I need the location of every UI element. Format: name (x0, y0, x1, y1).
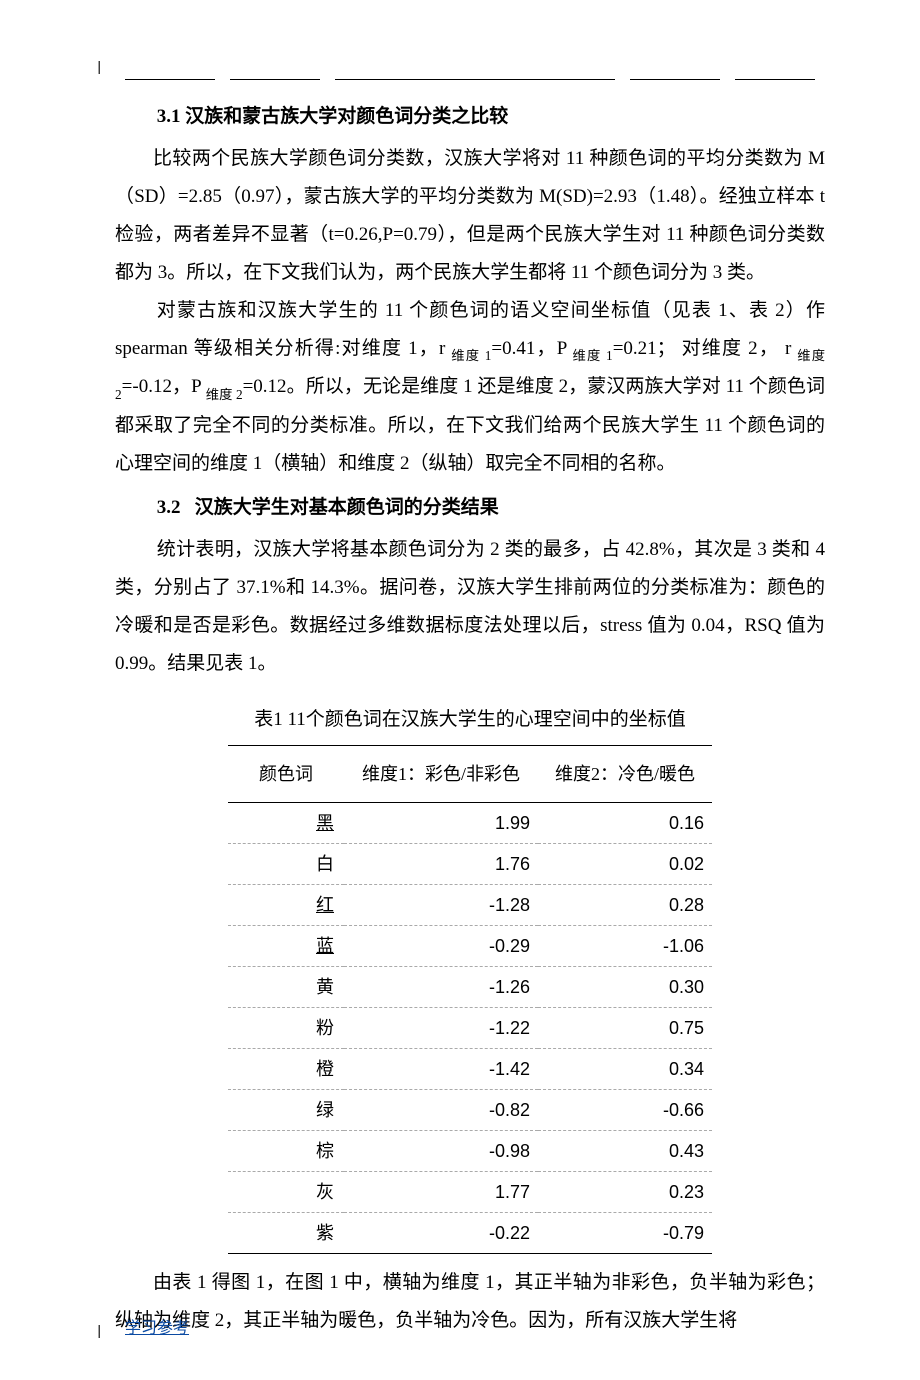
table-row: 棕-0.980.43 (228, 1130, 712, 1171)
table-row: 灰1.770.23 (228, 1171, 712, 1212)
footer-link[interactable]: 学习参考 (125, 1314, 189, 1338)
cursor-marker: | (95, 1324, 103, 1340)
table-cell: 0.43 (538, 1130, 712, 1171)
table-cell: -0.82 (344, 1089, 538, 1130)
table-cell: -0.66 (538, 1089, 712, 1130)
section-title: 汉族大学生对基本颜色词的分类结果 (195, 497, 499, 518)
header-rule (125, 60, 825, 80)
section-number: 3.1 (157, 106, 181, 127)
table-1-caption: 表1 11个颜色词在汉族大学生的心理空间中的坐标值 (115, 701, 825, 739)
section-title: 汉族和蒙古族大学对颜色词分类之比较 (185, 106, 508, 127)
table-header-cell: 维度2：冷色/暖色 (538, 745, 712, 802)
table-row: 绿-0.82-0.66 (228, 1089, 712, 1130)
table-row: 黄-1.260.30 (228, 966, 712, 1007)
section-3-1-heading: 3.1 汉族和蒙古族大学对颜色词分类之比较 (115, 98, 825, 136)
table-cell: 紫 (228, 1212, 344, 1253)
table-cell: -1.06 (538, 925, 712, 966)
table-cell: 0.23 (538, 1171, 712, 1212)
section-number: 3.2 (157, 497, 181, 518)
table-cell: 黑 (228, 802, 344, 843)
table-cell: 橙 (228, 1048, 344, 1089)
table-header-cell: 维度1：彩色/非彩色 (344, 745, 538, 802)
document-page: | 3.1 汉族和蒙古族大学对颜色词分类之比较 比较两个民族大学颜色词分类数，汉… (0, 0, 920, 1380)
table-header-row: 颜色词 维度1：彩色/非彩色 维度2：冷色/暖色 (228, 745, 712, 802)
table-cell: 0.30 (538, 966, 712, 1007)
table-body: 黑1.990.16白1.760.02红-1.280.28蓝-0.29-1.06黄… (228, 802, 712, 1253)
subscript: 维度 1 (573, 348, 613, 363)
document-body: 3.1 汉族和蒙古族大学对颜色词分类之比较 比较两个民族大学颜色词分类数，汉族大… (115, 98, 825, 1340)
table-cell: -1.26 (344, 966, 538, 1007)
table-row: 白1.760.02 (228, 843, 712, 884)
table-row: 橙-1.420.34 (228, 1048, 712, 1089)
table-header-cell: 颜色词 (228, 745, 344, 802)
table-row: 粉-1.220.75 (228, 1007, 712, 1048)
table-cell: 粉 (228, 1007, 344, 1048)
table-cell: 1.76 (344, 843, 538, 884)
cursor-marker: | (95, 60, 103, 76)
table-cell: 白 (228, 843, 344, 884)
table-cell: -0.79 (538, 1212, 712, 1253)
table-cell: 蓝 (228, 925, 344, 966)
table-cell: -1.22 (344, 1007, 538, 1048)
table-cell: 0.02 (538, 843, 712, 884)
table-cell: -1.42 (344, 1048, 538, 1089)
subscript: 维度 1 (451, 348, 491, 363)
table-row: 红-1.280.28 (228, 884, 712, 925)
table-1: 颜色词 维度1：彩色/非彩色 维度2：冷色/暖色 黑1.990.16白1.760… (228, 745, 712, 1254)
table-cell: 0.75 (538, 1007, 712, 1048)
subscript: 维度 2 (206, 387, 243, 402)
table-cell: 红 (228, 884, 344, 925)
section-3-1-para-2: 对蒙古族和汉族大学生的 11 个颜色词的语义空间坐标值（见表 1、表 2）作 s… (115, 292, 825, 483)
table-cell: 0.34 (538, 1048, 712, 1089)
table-cell: -0.98 (344, 1130, 538, 1171)
table-cell: 灰 (228, 1171, 344, 1212)
table-cell: -1.28 (344, 884, 538, 925)
section-3-1-para-1: 比较两个民族大学颜色词分类数，汉族大学将对 11 种颜色词的平均分类数为 M（S… (115, 140, 825, 292)
table-row: 黑1.990.16 (228, 802, 712, 843)
table-cell: 绿 (228, 1089, 344, 1130)
table-cell: 棕 (228, 1130, 344, 1171)
table-cell: 0.16 (538, 802, 712, 843)
table-row: 紫-0.22-0.79 (228, 1212, 712, 1253)
table-cell: -0.29 (344, 925, 538, 966)
table-cell: 1.77 (344, 1171, 538, 1212)
table-row: 蓝-0.29-1.06 (228, 925, 712, 966)
table-cell: 0.28 (538, 884, 712, 925)
table-cell: -0.22 (344, 1212, 538, 1253)
table-cell: 1.99 (344, 802, 538, 843)
footer-link-anchor[interactable]: 学习参考 (125, 1320, 189, 1337)
table-cell: 黄 (228, 966, 344, 1007)
section-3-2-heading: 3.2 汉族大学生对基本颜色词的分类结果 (115, 489, 825, 527)
section-3-2-para: 统计表明，汉族大学将基本颜色词分为 2 类的最多，占 42.8%，其次是 3 类… (115, 531, 825, 683)
